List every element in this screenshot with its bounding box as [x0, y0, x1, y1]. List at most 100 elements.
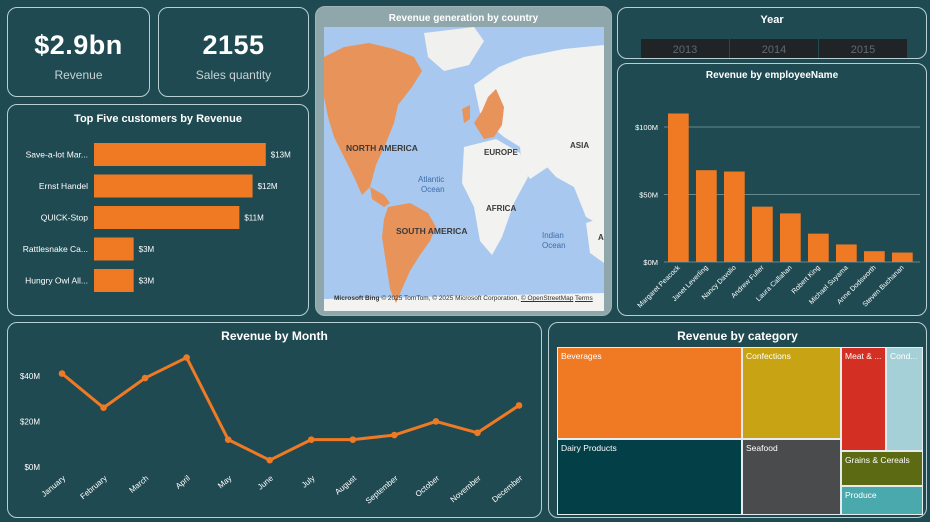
year-slicer-title: Year: [760, 14, 784, 26]
treemap-tile-label: Confections: [746, 351, 791, 361]
europe-shape: [474, 89, 504, 139]
month-revenue-point[interactable]: [224, 436, 232, 443]
customer-label: QUICK-Stop: [41, 213, 89, 223]
month-label: March: [128, 474, 151, 495]
month-revenue-point[interactable]: [307, 436, 315, 443]
australia-shape: [586, 217, 604, 263]
employee-bar[interactable]: [752, 206, 773, 262]
uk-shape: [462, 105, 470, 123]
employee-bar[interactable]: [724, 171, 745, 262]
treemap-tile-label: Beverages: [561, 351, 602, 361]
month-ytick-label: $40M: [20, 372, 40, 381]
month-revenue-point[interactable]: [515, 402, 523, 409]
year-option-2014[interactable]: 2014: [730, 39, 818, 58]
label-north-america: NORTH AMERICA: [346, 143, 418, 153]
category-revenue-title: Revenue by category: [677, 329, 798, 343]
month-label: October: [414, 473, 442, 498]
treemap-tile-label: Produce: [845, 490, 877, 500]
month-revenue-point[interactable]: [474, 429, 481, 437]
label-asia: ASIA: [570, 141, 589, 150]
treemap-tile[interactable]: Produce: [841, 486, 923, 515]
north-america-shape: [324, 43, 422, 195]
monthly-revenue-chart[interactable]: $0M $20M $40M January February March April May J…: [8, 343, 541, 518]
customer-value-label: $13M: [271, 151, 291, 160]
month-revenue-point[interactable]: [100, 404, 107, 412]
top-customers-chart[interactable]: Save-a-lot Mar... $13M Ernst Handel $12M QUI…: [8, 127, 308, 316]
world-map[interactable]: NORTH AMERICA EUROPE ASIA AFRICA SOUTH A…: [324, 27, 604, 311]
month-revenue-point[interactable]: [183, 354, 190, 361]
revenue-kpi-label: Revenue: [54, 68, 103, 82]
customer-bar[interactable]: [94, 206, 240, 229]
label-indian: Indian: [542, 231, 564, 240]
label-indian-ocean: Ocean: [542, 241, 566, 250]
month-revenue-point[interactable]: [266, 456, 274, 464]
category-treemap[interactable]: Beverages Dairy Products Confections Seafoo…: [557, 347, 923, 515]
customer-bar[interactable]: [94, 174, 253, 198]
arabia-shape: [520, 147, 548, 179]
africa-shape: [462, 139, 528, 255]
month-revenue-point[interactable]: [432, 418, 440, 425]
treemap-tile[interactable]: Beverages: [557, 347, 742, 439]
treemap-tile[interactable]: Seafood: [742, 439, 841, 515]
customer-bar[interactable]: [94, 143, 266, 166]
employee-bar[interactable]: [808, 233, 829, 262]
month-revenue-line[interactable]: [61, 356, 520, 462]
country-map-title: Revenue generation by country: [388, 13, 539, 24]
revenue-kpi-card: $2.9bn Revenue: [7, 7, 150, 97]
employee-bar[interactable]: [892, 252, 913, 262]
treemap-tile-label: Grains & Cereals: [845, 455, 910, 465]
employee-revenue-card[interactable]: Revenue by employeeName $0M $50M $100M Marg…: [617, 63, 927, 316]
map-copyright: © 2025 TomTom, © 2025 Microsoft Corporat…: [381, 295, 520, 302]
year-option-2013[interactable]: 2013: [641, 39, 729, 58]
treemap-tile-label: Meat & ...: [845, 351, 882, 361]
month-revenue-point[interactable]: [141, 374, 149, 382]
employee-bar[interactable]: [696, 170, 717, 262]
treemap-tile[interactable]: Meat & ...: [841, 347, 886, 451]
treemap-tile[interactable]: Grains & Cereals: [841, 451, 923, 486]
month-label: August: [333, 473, 358, 496]
treemap-tile[interactable]: Cond...: [886, 347, 923, 451]
month-revenue-point[interactable]: [58, 370, 66, 377]
map-attribution: Microsoft Bing © 2025 TomTom, © 2025 Mic…: [334, 295, 593, 302]
south-america-shape: [382, 203, 436, 303]
country-map-card[interactable]: Revenue generation by country NORTH AMER…: [315, 6, 612, 316]
employee-bar[interactable]: [864, 251, 885, 262]
month-ytick-label: $0M: [24, 463, 40, 472]
employee-bar[interactable]: [668, 113, 689, 263]
employee-bar[interactable]: [836, 244, 857, 262]
label-au: AU: [598, 233, 604, 242]
month-revenue-point[interactable]: [391, 431, 398, 439]
treemap-tile[interactable]: Confections: [742, 347, 841, 439]
category-revenue-card[interactable]: Revenue by category Beverages Dairy Produ…: [548, 322, 927, 518]
treemap-tile-label: Cond...: [890, 351, 918, 361]
employee-ytick-label: $100M: [635, 123, 658, 132]
customer-value-label: $3M: [139, 277, 155, 286]
month-revenue-point[interactable]: [349, 436, 357, 443]
month-label: November: [449, 473, 483, 504]
map-canvas[interactable]: NORTH AMERICA EUROPE ASIA AFRICA SOUTH A…: [324, 27, 604, 311]
month-label: June: [256, 473, 275, 491]
customer-label: Save-a-lot Mar...: [26, 150, 88, 160]
month-label: January: [40, 474, 68, 499]
monthly-revenue-card[interactable]: Revenue by Month $0M $20M $40M January Febru…: [7, 322, 542, 518]
customer-bar[interactable]: [94, 237, 134, 261]
central-america-shape: [370, 187, 390, 207]
employee-bar[interactable]: [780, 213, 801, 262]
treemap-tile-label: Seafood: [746, 443, 778, 453]
sales-quantity-kpi-label: Sales quantity: [195, 68, 272, 82]
month-label: December: [490, 473, 524, 504]
osm-link[interactable]: © OpenStreetMap: [520, 295, 574, 302]
month-label: September: [364, 473, 400, 505]
top-customers-card[interactable]: Top Five customers by Revenue Save-a-lot…: [7, 104, 309, 316]
customer-bar[interactable]: [94, 269, 134, 292]
year-option-2015[interactable]: 2015: [819, 39, 907, 58]
year-slicer-card: Year 2013 2014 2015: [617, 7, 927, 59]
greenland-shape: [424, 27, 484, 71]
month-label: February: [79, 474, 109, 501]
customer-value-label: $3M: [139, 245, 155, 254]
customer-label: Rattlesnake Ca...: [23, 244, 88, 254]
sales-quantity-kpi-value: 2155: [202, 30, 265, 60]
treemap-tile[interactable]: Dairy Products: [557, 439, 742, 515]
terms-link[interactable]: Terms: [575, 295, 593, 302]
